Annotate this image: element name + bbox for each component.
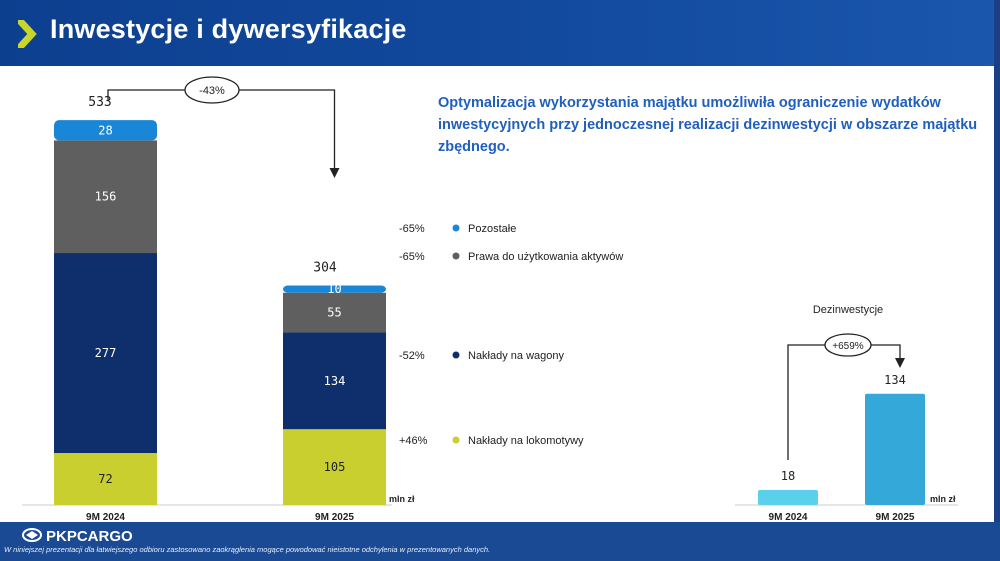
bar bbox=[758, 490, 818, 505]
x-tick-label: 9M 2025 bbox=[876, 512, 915, 523]
data-label: 28 bbox=[98, 123, 112, 137]
chevron-right-icon bbox=[18, 20, 37, 48]
legend-marker bbox=[452, 351, 460, 359]
unit-label: mln zł bbox=[389, 494, 415, 504]
legend-label: Pozostałe bbox=[468, 223, 516, 235]
pkp-logo-icon bbox=[22, 528, 42, 542]
legend-marker bbox=[452, 224, 460, 232]
unit-label: mln zł bbox=[930, 494, 956, 504]
data-label: 105 bbox=[324, 460, 346, 474]
data-label: 10 bbox=[327, 282, 341, 296]
data-label: 156 bbox=[95, 190, 117, 204]
arrow-icon bbox=[329, 168, 340, 178]
bar-segment bbox=[283, 292, 386, 333]
bar-segment bbox=[283, 285, 386, 293]
headline-text: Optymalizacja wykorzystania majątku umoż… bbox=[438, 95, 978, 155]
page-title: Inwestycje i dywersyfikacje bbox=[50, 14, 407, 44]
x-tick-label: 9M 2025 bbox=[315, 512, 354, 523]
series-change-label: -65% bbox=[399, 223, 425, 235]
bar-segment bbox=[54, 140, 157, 254]
series-change-label: +46% bbox=[399, 435, 428, 447]
arrow-icon bbox=[895, 358, 905, 368]
legend-marker bbox=[452, 436, 460, 444]
bar-segment bbox=[283, 332, 386, 430]
data-label: 18 bbox=[781, 469, 795, 483]
legend-label: Prawa do użytkowania aktywów bbox=[468, 251, 623, 263]
series-change-label: -52% bbox=[399, 350, 425, 362]
bar-segment bbox=[54, 453, 157, 505]
data-label: 134 bbox=[884, 373, 906, 387]
pkpcargo-logo: PKPCARGO bbox=[46, 528, 133, 545]
total-label: 533 bbox=[88, 95, 111, 110]
data-label: 277 bbox=[95, 346, 117, 360]
footer-disclaimer: W niniejszej prezentacji dla łatwiejszeg… bbox=[4, 545, 491, 554]
data-label: 72 bbox=[98, 472, 112, 486]
chart-title: Dezinwestycje bbox=[813, 304, 883, 316]
bar-segment bbox=[54, 120, 157, 141]
legend-label: Nakłady na wagony bbox=[468, 350, 565, 362]
change-badge-label: -43% bbox=[199, 85, 225, 97]
change-badge bbox=[824, 333, 872, 357]
legend-marker bbox=[452, 252, 460, 260]
data-label: 134 bbox=[324, 374, 346, 388]
header-bar: Inwestycje i dywersyfikacje bbox=[0, 0, 1000, 66]
bar bbox=[865, 393, 925, 505]
bar-segment bbox=[54, 253, 157, 454]
change-badge-label: +659% bbox=[832, 341, 864, 352]
right-edge-bar bbox=[994, 0, 1000, 561]
bar-segment bbox=[283, 429, 386, 505]
x-tick-label: 9M 2024 bbox=[769, 512, 808, 523]
total-label: 304 bbox=[313, 261, 337, 276]
data-label: 55 bbox=[327, 306, 341, 320]
legend-label: Nakłady na lokomotywy bbox=[468, 435, 584, 447]
series-change-label: -65% bbox=[399, 251, 425, 263]
x-tick-label: 9M 2024 bbox=[86, 512, 125, 523]
change-badge bbox=[184, 76, 240, 104]
footer-bar: PKPCARGO W niniejszej prezentacji dla ła… bbox=[0, 522, 1000, 561]
